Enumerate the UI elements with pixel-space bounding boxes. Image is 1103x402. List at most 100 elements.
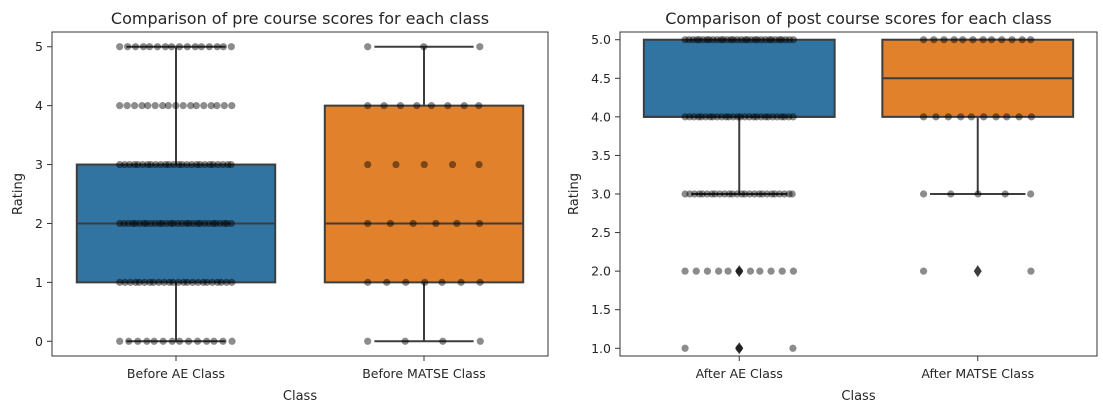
data-point [199, 278, 207, 286]
data-point [735, 344, 743, 352]
data-point [733, 36, 741, 44]
data-point [789, 113, 797, 121]
data-point [980, 113, 988, 121]
data-point [771, 36, 780, 44]
data-point [733, 190, 741, 198]
data-point [785, 36, 794, 44]
data-point [175, 160, 183, 169]
data-point [763, 190, 771, 198]
data-point [708, 190, 716, 198]
data-point [401, 337, 409, 345]
data-point [178, 219, 186, 228]
data-point [147, 160, 155, 169]
data-point [421, 278, 429, 286]
data-point [765, 36, 773, 44]
data-point [1001, 190, 1009, 198]
data-point [161, 43, 169, 51]
data-point [135, 278, 143, 286]
data-point [402, 278, 410, 286]
data-point [475, 219, 484, 228]
data-point [697, 113, 705, 121]
data-point [209, 160, 217, 169]
y-tick-label: 2.5 [591, 225, 611, 240]
data-point [213, 43, 221, 51]
data-point [691, 190, 699, 198]
data-point [143, 337, 151, 345]
data-point [778, 267, 786, 275]
data-point [752, 113, 761, 121]
data-point [167, 219, 175, 228]
data-point [201, 160, 209, 169]
data-point [396, 102, 405, 110]
data-point [224, 160, 232, 169]
data-point [457, 278, 465, 286]
data-point [705, 36, 713, 44]
y-axis-label: Rating [567, 173, 582, 215]
data-point [789, 36, 798, 44]
data-point [131, 219, 139, 228]
data-point [139, 160, 147, 169]
data-point [692, 267, 700, 275]
data-point [200, 219, 209, 228]
data-point [690, 113, 698, 121]
x-axis-label: Class [283, 389, 317, 402]
data-point [776, 190, 784, 198]
data-point [116, 102, 124, 110]
data-point [717, 36, 725, 44]
data-point [780, 113, 788, 121]
data-point [420, 43, 428, 51]
data-point [681, 113, 689, 121]
data-point [227, 219, 235, 228]
data-point [228, 278, 236, 286]
data-point [747, 36, 755, 44]
data-point [386, 219, 395, 228]
data-point [165, 278, 174, 286]
data-point [179, 102, 187, 110]
data-point [159, 102, 167, 110]
data-point [476, 278, 484, 286]
data-point [383, 278, 391, 286]
data-point [781, 36, 790, 44]
box-iqr [323, 104, 525, 284]
data-point [703, 267, 712, 275]
data-point [185, 219, 193, 228]
data-point [213, 278, 222, 286]
data-point [183, 160, 191, 169]
data-point [165, 160, 173, 169]
data-point [681, 36, 689, 44]
data-point [191, 43, 199, 51]
data-point [170, 160, 178, 169]
data-point [164, 102, 172, 110]
data-point [750, 113, 758, 121]
data-point [1015, 113, 1023, 121]
data-point [685, 113, 694, 121]
data-point [919, 267, 928, 275]
y-tick-label: 3.0 [591, 187, 611, 202]
data-point [930, 36, 938, 44]
data-point [140, 219, 148, 228]
data-point [138, 102, 146, 110]
data-point [695, 36, 703, 44]
data-point [694, 113, 703, 121]
data-point [194, 278, 202, 286]
data-point [196, 160, 204, 169]
box-group-2: After MATSE Class [881, 36, 1075, 381]
data-point [689, 36, 697, 44]
data-point [1027, 190, 1035, 198]
data-point [777, 113, 786, 121]
y-tick-label: 4.5 [591, 71, 611, 86]
data-point [432, 219, 440, 228]
data-point [757, 113, 765, 121]
data-point [681, 267, 689, 275]
data-point [175, 337, 184, 345]
data-point [725, 113, 733, 121]
data-point [364, 43, 372, 51]
data-point [729, 36, 737, 44]
outlier-marker [973, 265, 982, 278]
data-point [741, 190, 749, 198]
data-point [741, 36, 749, 44]
data-point [940, 36, 948, 44]
data-point [758, 190, 766, 198]
data-point [969, 36, 977, 44]
